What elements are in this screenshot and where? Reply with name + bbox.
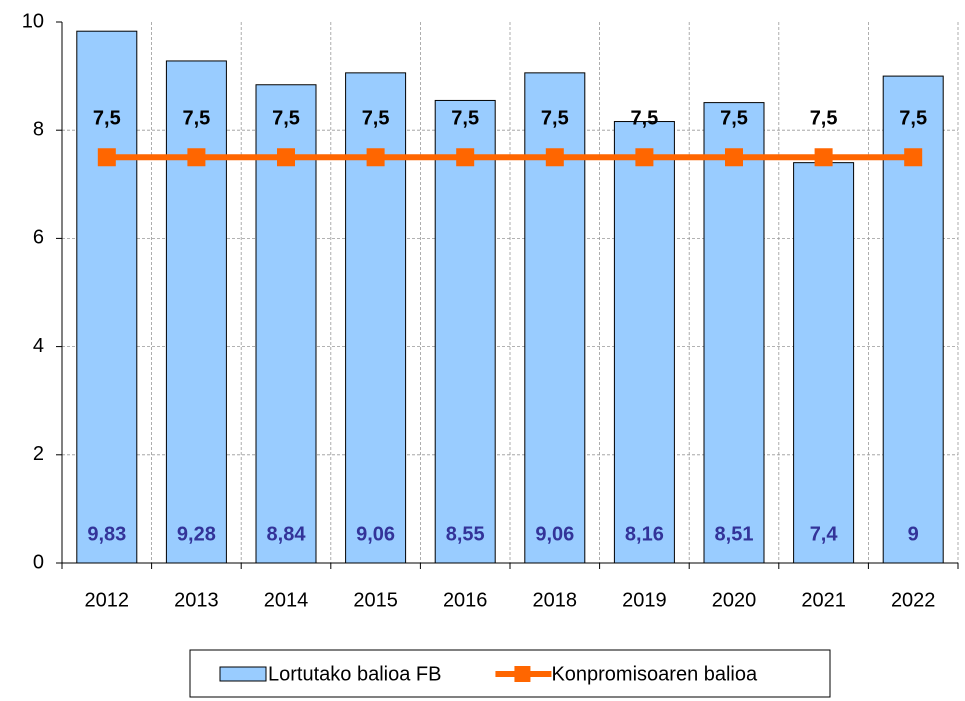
- legend-label: Lortutako balioa FB: [268, 663, 441, 685]
- x-tick-label: 2018: [533, 589, 578, 611]
- bar: [434, 99, 496, 564]
- x-tick-label: 2021: [801, 589, 846, 611]
- bar: [793, 162, 855, 564]
- x-tick-label: 2014: [264, 589, 309, 611]
- bar-value-label: 9,83: [87, 523, 126, 545]
- y-tick-label: 0: [33, 551, 44, 573]
- bar-value-label: 9,06: [535, 523, 574, 545]
- y-tick-label: 4: [33, 335, 44, 357]
- line-value-label: 7,5: [451, 108, 479, 130]
- line-marker: [456, 148, 475, 167]
- bar-value-label: 8,55: [446, 523, 485, 545]
- line-value-label: 7,5: [362, 108, 390, 130]
- x-tick-label: 2012: [85, 589, 130, 611]
- y-tick-label: 8: [33, 118, 44, 140]
- bar: [76, 30, 138, 564]
- legend-label: Konpromisoaren balioa: [551, 663, 758, 685]
- x-tick-label: 2015: [353, 589, 398, 611]
- bar-value-label: 8,16: [625, 523, 664, 545]
- x-tick-label: 2016: [443, 589, 488, 611]
- line-value-label: 7,5: [630, 108, 658, 130]
- bar: [165, 60, 227, 564]
- bar-value-label: 9,06: [356, 523, 395, 545]
- line-value-label: 7,5: [899, 108, 927, 130]
- line-marker: [97, 148, 116, 167]
- line-value-label: 7,5: [93, 108, 121, 130]
- bar: [613, 121, 675, 564]
- line-value-label: 7,5: [720, 108, 748, 130]
- line-marker: [366, 148, 385, 167]
- y-tick-label: 10: [22, 10, 44, 32]
- line-value-label: 7,5: [272, 108, 300, 130]
- bar: [345, 72, 407, 564]
- x-tick-label: 2020: [712, 589, 757, 611]
- line-marker: [545, 148, 564, 167]
- x-tick-label: 2013: [174, 589, 219, 611]
- line-marker: [635, 148, 654, 167]
- legend-marker: [514, 666, 531, 682]
- x-tick-label: 2022: [891, 589, 936, 611]
- bar: [524, 72, 586, 564]
- y-tick-label: 2: [33, 443, 44, 465]
- bar-value-label: 7,4: [810, 523, 839, 545]
- line-marker: [814, 148, 833, 167]
- bar-value-label: 9: [908, 523, 919, 545]
- bar: [703, 102, 765, 564]
- line-marker: [904, 148, 923, 167]
- y-tick-label: 6: [33, 227, 44, 249]
- line-value-label: 7,5: [541, 108, 569, 130]
- line-marker: [277, 148, 295, 167]
- bar-value-label: 8,51: [715, 523, 754, 545]
- line-marker: [187, 148, 206, 167]
- bar-value-label: 9,28: [177, 523, 216, 545]
- line-marker: [725, 148, 743, 167]
- line-value-label: 7,5: [810, 108, 838, 130]
- legend-swatch: [219, 666, 267, 682]
- bar-value-label: 8,84: [267, 523, 307, 545]
- x-tick-label: 2019: [622, 589, 667, 611]
- line-value-label: 7,5: [182, 108, 210, 130]
